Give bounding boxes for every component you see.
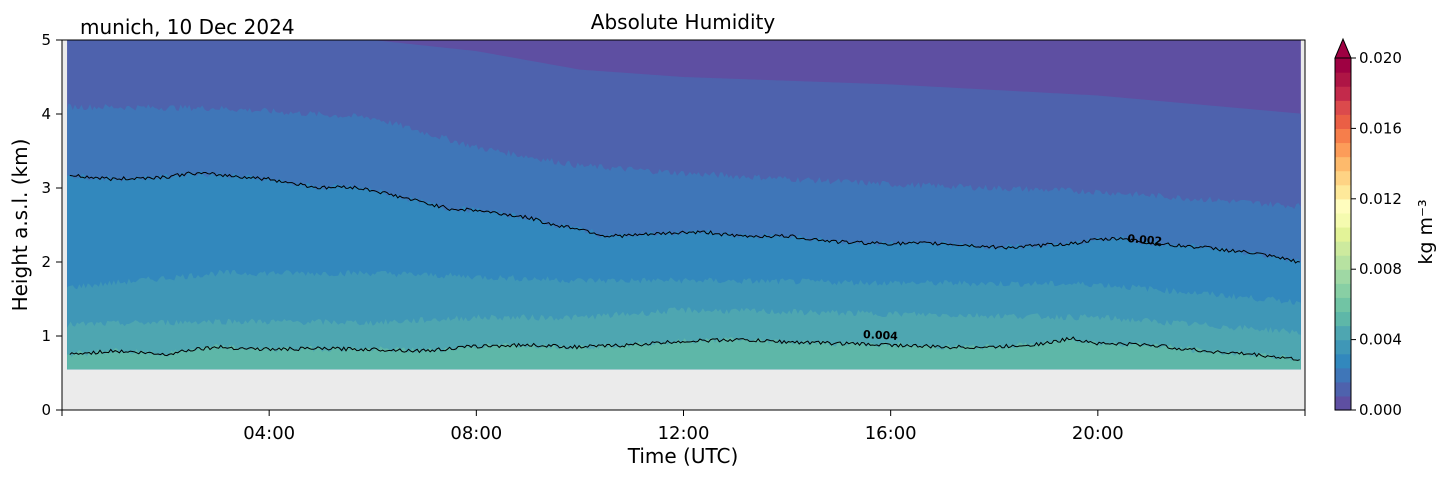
humidity-band-6 xyxy=(67,337,1301,370)
colorbar-segment xyxy=(1335,198,1351,214)
colorbar-segment xyxy=(1335,395,1351,411)
colorbar-segment xyxy=(1335,170,1351,186)
colorbar-segment xyxy=(1335,226,1351,242)
colorbar-segment xyxy=(1335,142,1351,158)
colorbar-label: kg m⁻³ xyxy=(1415,199,1437,264)
contour-label: 0.004 xyxy=(863,328,899,343)
colorbar-tick-label: 0.020 xyxy=(1359,49,1402,67)
y-tick-label: 3 xyxy=(41,179,51,197)
colorbar-segment xyxy=(1335,311,1351,327)
x-tick-label: 12:00 xyxy=(658,423,710,444)
colorbar-segment xyxy=(1335,325,1351,341)
contour-label: 0.002 xyxy=(1127,232,1163,248)
colorbar-segment xyxy=(1335,114,1351,129)
contour-line-0.002 xyxy=(69,171,1300,264)
colorbar-segment xyxy=(1335,86,1351,101)
colorbar-segment xyxy=(1335,212,1351,228)
chart-title: Absolute Humidity xyxy=(591,10,776,34)
contour-labels: 0.002 0.004 xyxy=(863,232,1163,343)
colorbar-frame xyxy=(1334,58,1352,411)
y-axis-label: Height a.s.l. (km) xyxy=(8,139,32,312)
x-tick-label: 16:00 xyxy=(865,423,917,444)
colorbar: 0.000 0.004 0.008 0.012 0.016 0.020 xyxy=(1334,37,1402,419)
x-axis: 04:00 08:00 12:00 16:00 20:00 xyxy=(61,410,1306,444)
colorbar-tick-label: 0.008 xyxy=(1359,260,1402,278)
colorbar-segment xyxy=(1335,100,1351,115)
colorbar-segment xyxy=(1335,58,1351,73)
colorbar-tick-label: 0.000 xyxy=(1359,401,1402,419)
colorbar-segment xyxy=(1335,283,1351,298)
colorbar-segment xyxy=(1335,269,1351,284)
colorbar-segment xyxy=(1335,128,1351,144)
contour-line-0.004 xyxy=(69,336,1300,361)
colorbar-tick-label: 0.016 xyxy=(1359,119,1402,137)
humidity-bands xyxy=(67,40,1301,370)
colorbar-extend-arrow xyxy=(1334,37,1352,59)
y-tick-label: 4 xyxy=(41,105,51,123)
y-tick-label: 5 xyxy=(41,31,51,49)
y-tick-label: 2 xyxy=(41,253,51,271)
colorbar-tick-label: 0.004 xyxy=(1359,331,1402,349)
x-axis-label: Time (UTC) xyxy=(627,444,739,468)
colorbar-tick-label: 0.012 xyxy=(1359,190,1402,208)
colorbar-segment xyxy=(1335,339,1351,355)
x-tick-label: 20:00 xyxy=(1072,423,1124,444)
contour-lines xyxy=(69,171,1300,361)
colorbar-segment xyxy=(1335,72,1351,87)
colorbar-segment xyxy=(1335,381,1351,397)
colorbar-segment xyxy=(1335,367,1351,383)
y-tick-label: 0 xyxy=(41,401,51,419)
colorbar-segment xyxy=(1335,353,1351,369)
chart-subtitle: munich, 10 Dec 2024 xyxy=(80,15,295,39)
x-tick-label: 08:00 xyxy=(450,423,502,444)
colorbar-segment xyxy=(1335,156,1351,172)
colorbar-segment xyxy=(1335,297,1351,313)
colorbar-segment xyxy=(1335,241,1351,256)
colorbar-segment xyxy=(1335,184,1351,200)
colorbar-segment xyxy=(1335,255,1351,270)
y-axis: 0 1 2 3 4 5 xyxy=(41,31,62,419)
x-tick-label: 04:00 xyxy=(243,423,295,444)
y-tick-label: 1 xyxy=(41,327,51,345)
